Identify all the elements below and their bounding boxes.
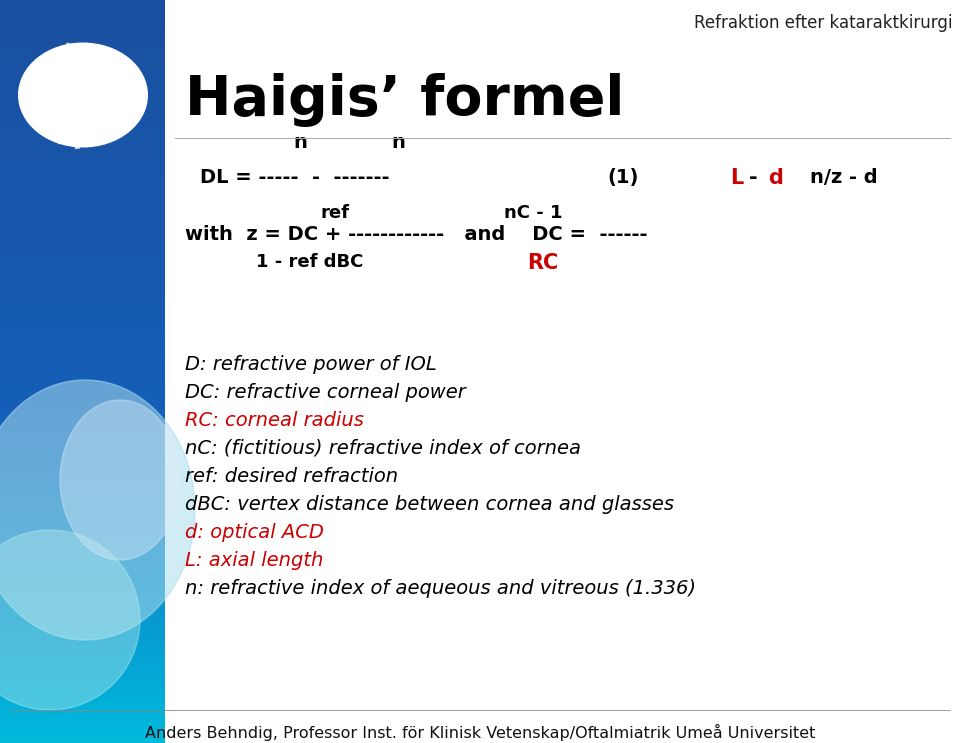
Text: n/z - d: n/z - d [810, 168, 877, 187]
Text: ▬
▬▬▬: ▬ ▬▬▬ [67, 82, 99, 102]
Text: L: axial length: L: axial length [185, 551, 324, 570]
Text: I: I [110, 63, 117, 69]
Text: (1): (1) [607, 168, 638, 187]
Text: Refraktion efter kataraktkirurgi: Refraktion efter kataraktkirurgi [693, 14, 952, 32]
Text: E: E [75, 51, 82, 57]
Text: T: T [56, 56, 64, 64]
Text: U: U [56, 136, 64, 144]
Text: Å: Å [35, 97, 42, 107]
Text: ·: · [66, 132, 76, 137]
Text: U: U [66, 42, 76, 50]
Text: Anders Behndig, Professor Inst. för Klinisk Vetenskap/Oftalmiatrik Umeå Universi: Anders Behndig, Professor Inst. för Klin… [145, 724, 815, 741]
Text: DC: refractive corneal power: DC: refractive corneal power [185, 383, 466, 402]
Text: M: M [44, 51, 57, 63]
Text: E: E [35, 73, 42, 83]
Text: N: N [75, 143, 82, 149]
Text: d: d [768, 168, 782, 188]
Text: DL = -----  -  -------: DL = ----- - ------- [200, 168, 390, 187]
Text: Haigis’ formel: Haigis’ formel [185, 73, 624, 127]
Text: n: refractive index of aequeous and vitreous (1.336): n: refractive index of aequeous and vitr… [185, 579, 696, 598]
Polygon shape [0, 380, 195, 640]
Text: R: R [127, 97, 132, 103]
Text: ref: desired refraction: ref: desired refraction [185, 467, 398, 486]
Text: 1 - ref dBC: 1 - ref dBC [256, 253, 364, 271]
Text: D: refractive power of IOL: D: refractive power of IOL [185, 355, 437, 374]
Text: RC: RC [527, 253, 559, 273]
Polygon shape [60, 400, 180, 560]
Text: RC: corneal radius: RC: corneal radius [185, 411, 364, 430]
Text: ref: ref [321, 204, 349, 222]
Text: E: E [122, 115, 129, 123]
Text: ·: · [111, 53, 120, 62]
Text: nC - 1: nC - 1 [504, 204, 563, 222]
Text: nC: (fictitious) refractive index of cornea: nC: (fictitious) refractive index of cor… [185, 439, 581, 458]
Text: dBC: vertex distance between cornea and glasses: dBC: vertex distance between cornea and … [185, 495, 674, 514]
Polygon shape [0, 530, 140, 710]
Ellipse shape [18, 42, 148, 148]
Text: L: L [730, 168, 743, 188]
Text: d: optical ACD: d: optical ACD [185, 523, 324, 542]
Text: n: n [391, 133, 405, 152]
Text: T: T [93, 53, 101, 59]
Text: I: I [94, 142, 101, 146]
Text: with  z = DC + ------------   and    DC =  ------: with z = DC + ------------ and DC = ----… [185, 225, 647, 244]
Text: V: V [109, 130, 118, 138]
Text: n: n [293, 133, 307, 152]
Text: ≡≡≡: ≡≡≡ [71, 100, 95, 110]
Text: S: S [122, 77, 129, 85]
Text: -: - [749, 168, 757, 188]
